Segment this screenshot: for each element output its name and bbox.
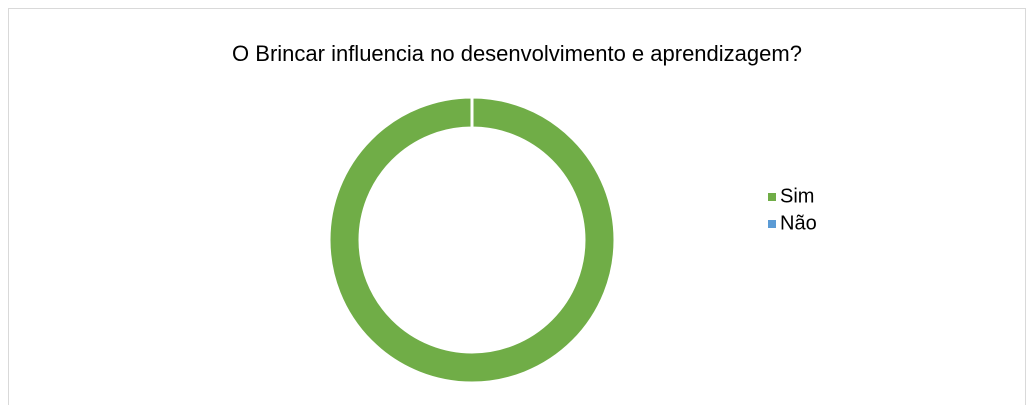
chart-border bbox=[8, 8, 1026, 405]
legend-label: Não bbox=[780, 212, 817, 234]
legend-swatch bbox=[768, 220, 776, 228]
chart-title: O Brincar influencia no desenvolvimento … bbox=[232, 41, 802, 66]
legend-label: Sim bbox=[780, 185, 814, 207]
legend-swatch bbox=[768, 193, 776, 201]
donut-segment bbox=[327, 95, 617, 385]
